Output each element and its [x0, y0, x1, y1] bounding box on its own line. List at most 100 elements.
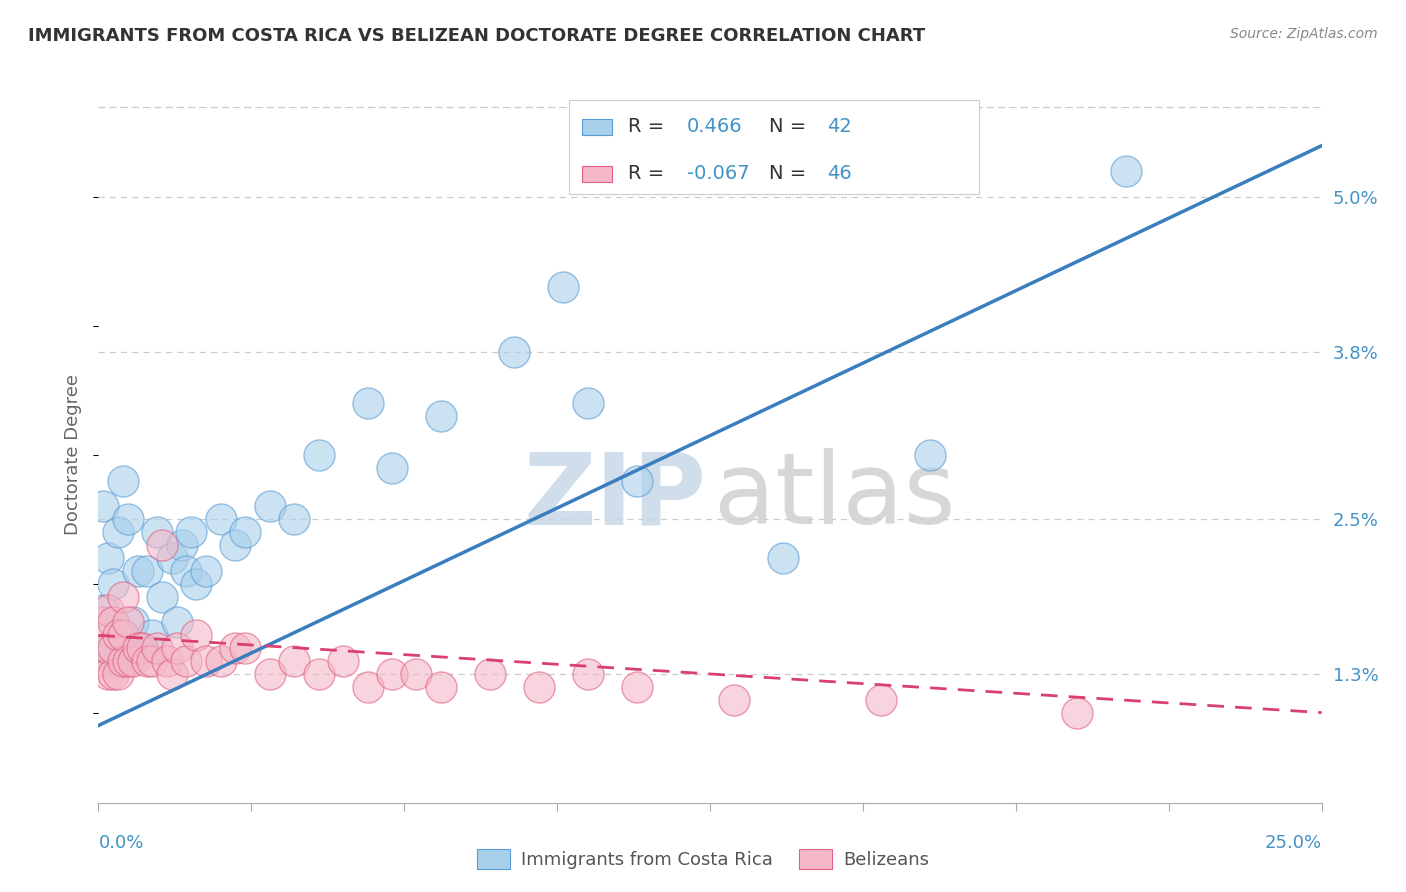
Point	[111, 474, 134, 488]
Point	[107, 667, 129, 681]
Point	[166, 641, 188, 656]
Point	[141, 654, 163, 668]
Y-axis label: Doctorate Degree: Doctorate Degree	[65, 375, 83, 535]
Point	[117, 654, 139, 668]
Text: N =: N =	[769, 164, 813, 183]
Point	[101, 615, 124, 630]
Point	[233, 641, 256, 656]
Text: 0.466: 0.466	[686, 117, 742, 136]
Point	[111, 654, 134, 668]
Point	[870, 692, 893, 706]
Point	[259, 667, 281, 681]
Point	[107, 525, 129, 540]
Point	[91, 654, 114, 668]
Text: -0.067: -0.067	[686, 164, 749, 183]
Point	[209, 654, 232, 668]
Point	[224, 641, 246, 656]
Point	[101, 667, 124, 681]
Point	[97, 551, 120, 566]
Text: R =: R =	[628, 117, 671, 136]
Point	[101, 576, 124, 591]
Point	[503, 344, 526, 359]
Point	[626, 680, 648, 694]
Point	[146, 525, 169, 540]
Point	[576, 396, 599, 410]
Point	[127, 641, 149, 656]
Point	[308, 448, 330, 462]
Point	[381, 667, 404, 681]
Point	[332, 654, 354, 668]
Point	[111, 628, 134, 642]
Point	[117, 615, 139, 630]
Point	[259, 500, 281, 514]
Text: N =: N =	[769, 117, 813, 136]
Point	[209, 512, 232, 526]
Point	[131, 641, 153, 656]
Point	[97, 602, 120, 616]
Point	[156, 654, 179, 668]
Point	[430, 680, 453, 694]
Point	[723, 692, 745, 706]
Point	[97, 667, 120, 681]
Point	[117, 512, 139, 526]
Point	[131, 641, 153, 656]
Point	[405, 667, 427, 681]
Point	[1066, 706, 1088, 720]
Point	[186, 576, 208, 591]
FancyBboxPatch shape	[582, 120, 612, 135]
Point	[160, 667, 183, 681]
Point	[91, 500, 114, 514]
Point	[233, 525, 256, 540]
Point	[97, 641, 120, 656]
Point	[141, 628, 163, 642]
Point	[127, 564, 149, 578]
Text: 0.0%: 0.0%	[98, 834, 143, 852]
Point	[381, 460, 404, 475]
Point	[356, 680, 378, 694]
Point	[527, 680, 550, 694]
Point	[121, 654, 143, 668]
Point	[101, 654, 124, 668]
Point	[1115, 164, 1137, 178]
Point	[170, 538, 193, 552]
Point	[150, 590, 173, 604]
Point	[224, 538, 246, 552]
Point	[308, 667, 330, 681]
Point	[356, 396, 378, 410]
Point	[97, 641, 120, 656]
Point	[180, 525, 202, 540]
Point	[107, 628, 129, 642]
Point	[626, 474, 648, 488]
Legend: Immigrants from Costa Rica, Belizeans: Immigrants from Costa Rica, Belizeans	[468, 839, 938, 879]
Point	[283, 512, 305, 526]
Point	[176, 654, 198, 668]
FancyBboxPatch shape	[582, 167, 612, 182]
Point	[576, 667, 599, 681]
Text: ZIP: ZIP	[523, 448, 706, 545]
Point	[195, 564, 218, 578]
Point	[920, 448, 942, 462]
Point	[107, 654, 129, 668]
Point	[195, 654, 218, 668]
Point	[186, 628, 208, 642]
Point	[111, 628, 134, 642]
Point	[91, 615, 114, 630]
Point	[136, 654, 159, 668]
Point	[117, 641, 139, 656]
Point	[176, 564, 198, 578]
Point	[136, 564, 159, 578]
Point	[91, 602, 114, 616]
Point	[101, 641, 124, 656]
Text: 46: 46	[828, 164, 852, 183]
Point	[430, 409, 453, 424]
Text: IMMIGRANTS FROM COSTA RICA VS BELIZEAN DOCTORATE DEGREE CORRELATION CHART: IMMIGRANTS FROM COSTA RICA VS BELIZEAN D…	[28, 27, 925, 45]
Text: atlas: atlas	[714, 448, 955, 545]
Point	[166, 615, 188, 630]
Point	[283, 654, 305, 668]
Point	[772, 551, 794, 566]
Text: R =: R =	[628, 164, 671, 183]
Text: 25.0%: 25.0%	[1264, 834, 1322, 852]
Point	[111, 590, 134, 604]
Point	[146, 641, 169, 656]
Point	[121, 615, 143, 630]
